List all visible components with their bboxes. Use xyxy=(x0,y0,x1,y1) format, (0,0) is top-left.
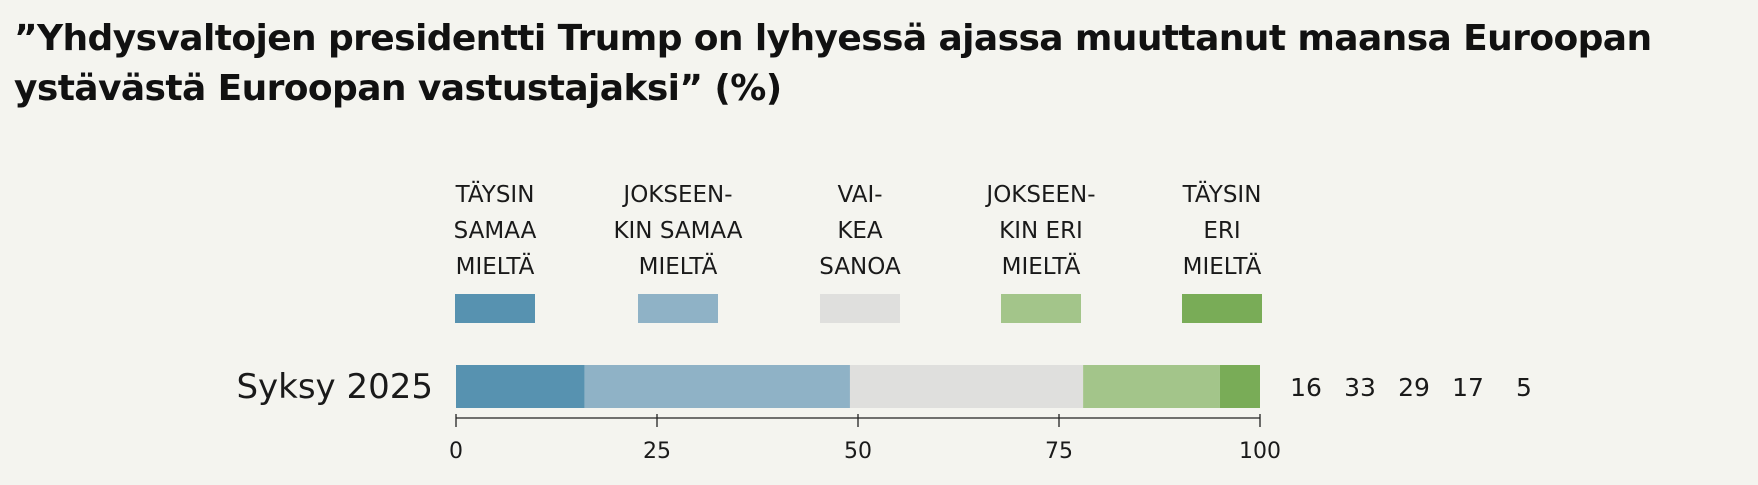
category-label-1: Syksy 2025 xyxy=(236,367,433,407)
legend-label-2-line-1: JOKSEEN- xyxy=(621,182,732,208)
legend-swatch-5 xyxy=(1182,294,1262,323)
chart-title-line-2: ystävästä Euroopan vastustajaksi” (%) xyxy=(14,68,782,109)
value-label-2: 33 xyxy=(1344,373,1376,402)
legend-swatch-1 xyxy=(455,294,535,323)
legend-label-4-line-3: MIELTÄ xyxy=(1002,252,1081,280)
legend-label-3-line-3: SANOA xyxy=(819,254,901,280)
legend-label-5-line-1: TÄYSIN xyxy=(1182,180,1262,208)
legend-label-1-line-2: SAMAA xyxy=(454,218,537,244)
value-label-5: 5 xyxy=(1516,373,1532,402)
legend-label-4-line-2: KIN ERI xyxy=(999,218,1083,244)
bar-segment-1 xyxy=(456,365,585,408)
legend-label-1-line-1: TÄYSIN xyxy=(455,180,535,208)
bar-segment-2 xyxy=(584,365,850,408)
value-label-3: 29 xyxy=(1398,373,1430,402)
x-tick-label-1: 0 xyxy=(449,439,463,464)
legend-label-3-line-1: VAI- xyxy=(837,182,882,208)
legend-label-4-line-1: JOKSEEN- xyxy=(984,182,1095,208)
chart-title: ”Yhdysvaltojen presidentti Trump on lyhy… xyxy=(14,14,1744,114)
legend-label-5-line-3: MIELTÄ xyxy=(1183,252,1262,280)
bar-segment-4 xyxy=(1083,365,1220,408)
legend-label-2-line-2: KIN SAMAA xyxy=(613,218,742,244)
x-tick-label-2: 25 xyxy=(643,439,671,464)
x-tick-label-5: 100 xyxy=(1239,439,1281,464)
value-label-4: 17 xyxy=(1452,373,1484,402)
bar-segment-3 xyxy=(849,365,1084,408)
legend-label-5-line-2: ERI xyxy=(1203,218,1240,244)
legend-swatch-2 xyxy=(638,294,718,323)
legend-label-1-line-3: MIELTÄ xyxy=(456,252,535,280)
x-tick-label-4: 75 xyxy=(1045,439,1073,464)
legend-swatch-3 xyxy=(820,294,900,323)
chart-title-line-1: ”Yhdysvaltojen presidentti Trump on lyhy… xyxy=(14,18,1652,59)
value-label-1: 16 xyxy=(1290,373,1322,402)
legend-label-2-line-3: MIELTÄ xyxy=(639,252,718,280)
bar-segment-5 xyxy=(1219,365,1260,408)
legend-label-3-line-2: KEA xyxy=(837,218,883,244)
legend-swatch-4 xyxy=(1001,294,1081,323)
x-tick-label-3: 50 xyxy=(844,439,872,464)
